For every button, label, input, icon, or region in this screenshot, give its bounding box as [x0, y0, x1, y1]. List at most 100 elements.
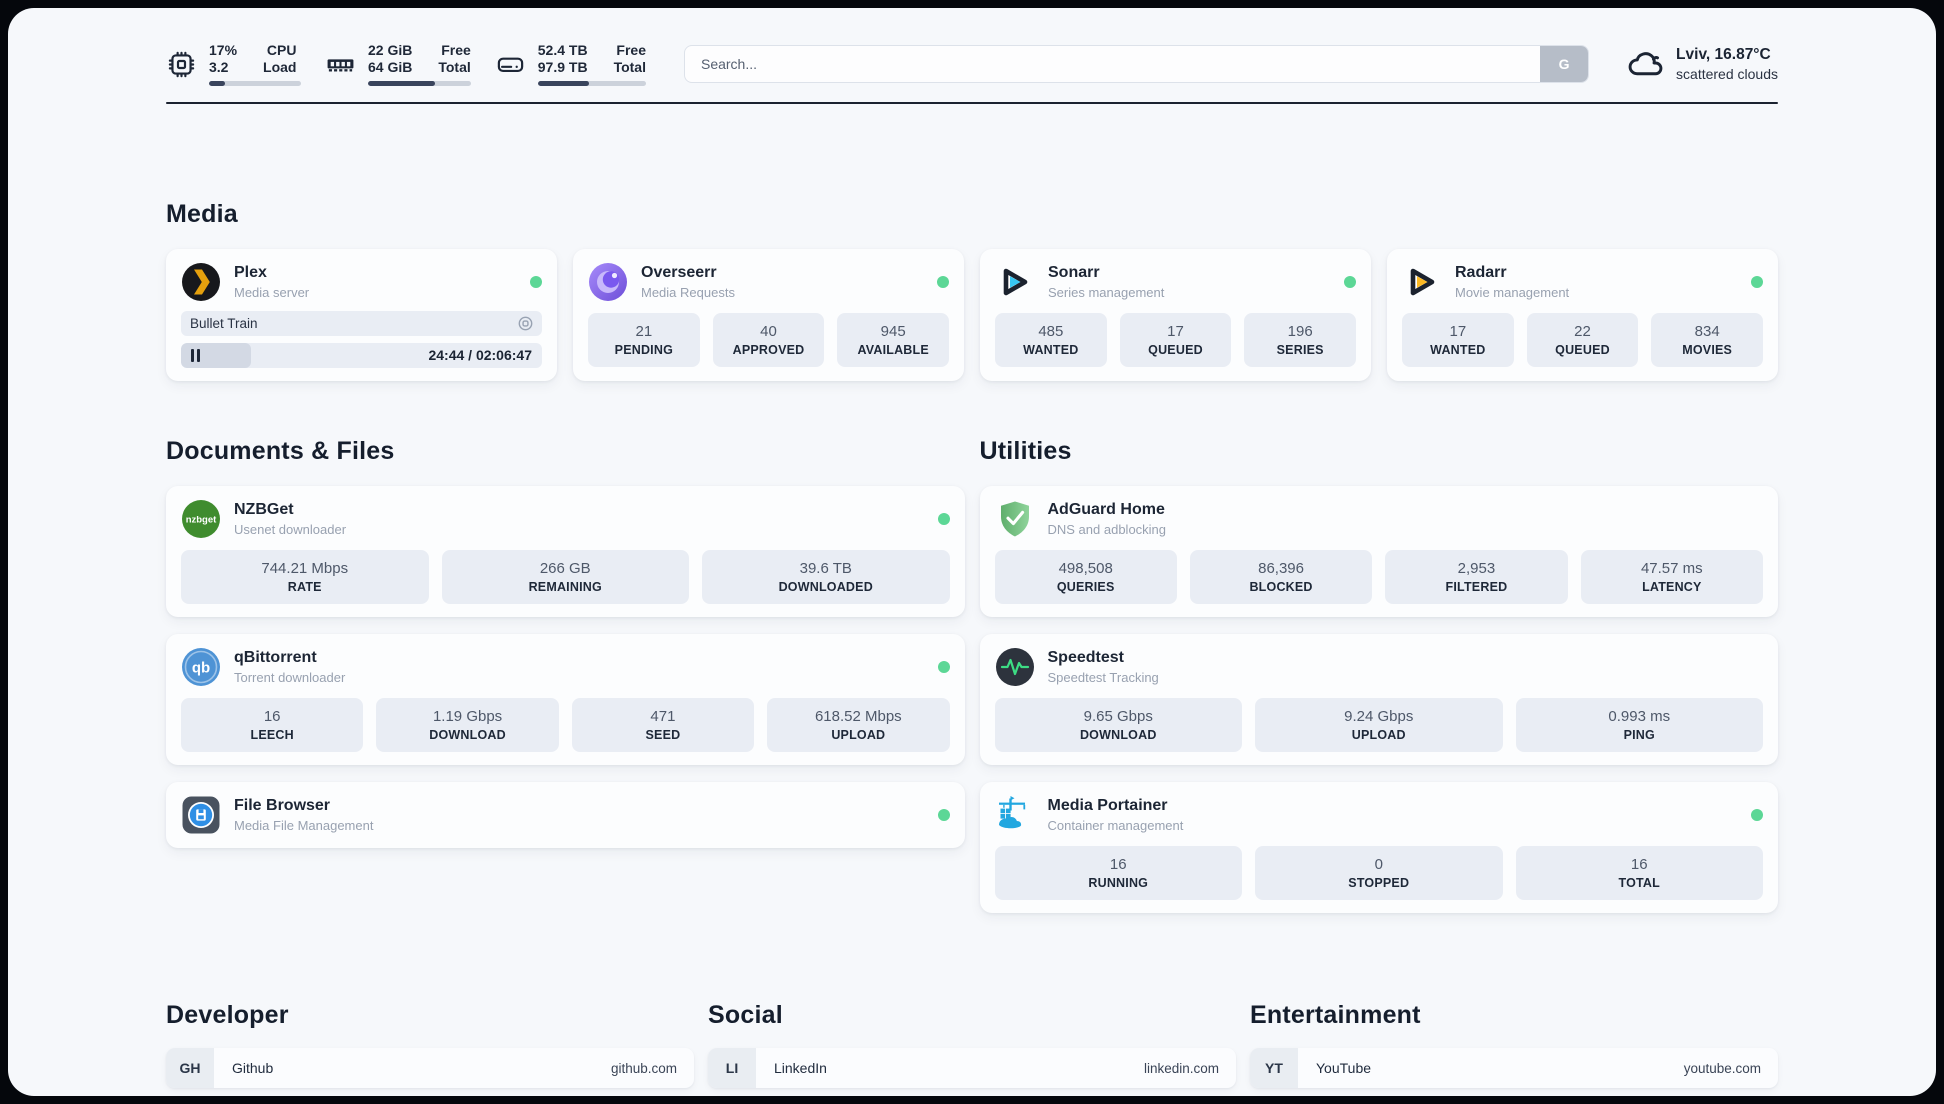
disk-monitor-widget: 52.4 TB 97.9 TB Free Total [495, 42, 646, 86]
status-dot [937, 809, 950, 821]
nzbget-icon: nzbget [181, 499, 221, 539]
stat-filtered: 2,953 FILTERED [1385, 550, 1568, 604]
links-section-developer: Developer GH Github github.com SO StackO… [166, 1001, 694, 1096]
stat-available: 945 AVAILABLE [837, 313, 950, 367]
cpu-icon [166, 49, 197, 80]
status-dot [1751, 809, 1763, 821]
playback-progress-bar: 24:44 / 02:06:47 [181, 343, 542, 368]
link-url: github.com [610, 1060, 677, 1076]
app-description: Series management [1048, 285, 1165, 300]
app-card-filebrowser[interactable]: File Browser Media File Management [166, 782, 965, 848]
app-name: Overseerr [641, 264, 717, 281]
link-name: YouTube [1316, 1060, 1372, 1076]
memory-free-value: 22 GiB [368, 42, 413, 58]
stat-download: 1.19 Gbps DOWNLOAD [376, 698, 559, 752]
session-info-icon[interactable] [518, 316, 533, 331]
now-playing-title: Bullet Train [190, 316, 258, 331]
status-dot [530, 276, 542, 288]
link-linkedin[interactable]: LI LinkedIn linkedin.com [708, 1048, 1236, 1088]
app-card-plex[interactable]: Plex Media server Bullet Train [166, 249, 557, 381]
svg-text:qb: qb [192, 660, 210, 677]
section-title-social: Social [708, 1001, 783, 1029]
link-abbr: LI [708, 1048, 756, 1088]
app-card-qbittorrent[interactable]: qb qBittorrent Torrent downloader 16 LEE… [166, 634, 965, 765]
stat-seed: 471 SEED [571, 698, 755, 752]
header-divider [166, 102, 1778, 104]
app-name: AdGuard Home [1047, 501, 1165, 518]
app-name: Radarr [1455, 264, 1507, 281]
stat-upload: 9.24 Gbps UPLOAD [1255, 698, 1503, 752]
search-engine-button[interactable]: G [1540, 46, 1589, 82]
app-name: qBittorrent [234, 649, 317, 666]
app-name: NZBGet [234, 501, 294, 518]
app-name: Media Portainer [1047, 797, 1168, 814]
memory-progress-bar [368, 81, 471, 86]
plex-icon [181, 262, 221, 302]
stat-upload: 618.52 Mbps UPLOAD [767, 698, 950, 752]
app-name: Plex [234, 264, 267, 281]
ram-icon [325, 49, 356, 80]
status-dot [937, 513, 950, 525]
link-abbr: GH [166, 1048, 214, 1088]
search-bar: G [683, 45, 1590, 83]
memory-total-value: 64 GiB [368, 59, 413, 75]
cloud-icon [1627, 46, 1664, 83]
filebrowser-icon [181, 795, 221, 835]
app-card-overseerr[interactable]: Overseerr Media Requests 21 PENDING 40 A… [573, 249, 964, 381]
disk-total-value: 97.9 TB [537, 59, 588, 75]
link-abbr: YT [1250, 1048, 1298, 1088]
stat-wanted: 17 WANTED [1402, 313, 1514, 367]
weather-widget: Lviv, 16.87°C scattered clouds [1627, 45, 1778, 83]
app-card-speedtest[interactable]: Speedtest Speedtest Tracking 9.65 Gbps D… [979, 634, 1778, 765]
radarr-icon [1402, 262, 1442, 302]
disk-free-label: Free [616, 42, 646, 58]
cpu-progress-bar [209, 81, 301, 86]
app-card-radarr[interactable]: Radarr Movie management 17 WANTED 22 QUE… [1387, 249, 1778, 381]
links-section-entertainment: Entertainment YT YouTube youtube.com NF … [1250, 1001, 1778, 1096]
weather-condition: scattered clouds [1676, 66, 1778, 82]
app-description: DNS and adblocking [1047, 522, 1167, 537]
stat-wanted: 485 WANTED [995, 313, 1107, 367]
stat-queued: 17 QUEUED [1119, 313, 1232, 367]
stat-movies: 834 MOVIES [1651, 313, 1764, 367]
now-playing-row: Bullet Train [181, 311, 542, 336]
link-youtube[interactable]: YT YouTube youtube.com [1250, 1048, 1778, 1088]
app-card-nzbget[interactable]: nzbget NZBGet Usenet downloader 744.21 M… [166, 486, 965, 617]
weather-location-temp: Lviv, 16.87°C [1676, 46, 1771, 63]
stat-pending: 21 PENDING [588, 313, 700, 367]
dashboard-page: 17% 3.2 CPU Load [8, 8, 1936, 1096]
status-dot [937, 661, 950, 673]
link-github[interactable]: GH Github github.com [166, 1048, 694, 1088]
stat-total: 16 TOTAL [1515, 846, 1763, 900]
stat-leech: 16 LEECH [181, 698, 364, 752]
pause-button[interactable] [191, 349, 200, 362]
cpu-usage-label: CPU [266, 42, 297, 58]
stat-rate: 744.21 Mbps RATE [181, 550, 429, 604]
overseerr-icon [588, 262, 628, 302]
cpu-load-value: 3.2 [209, 59, 229, 75]
sonarr-icon [995, 262, 1035, 302]
section-title-utilities: Utilities [979, 437, 1072, 465]
section-title-developer: Developer [166, 1001, 289, 1029]
stat-latency: 47.57 ms LATENCY [1580, 550, 1763, 604]
qbittorrent-icon: qb [181, 647, 221, 687]
cpu-usage-value: 17% [209, 42, 238, 58]
cpu-load-label: Load [263, 59, 297, 75]
stat-remaining: 266 GB REMAINING [441, 550, 689, 604]
app-description: Speedtest Tracking [1047, 670, 1159, 685]
search-input[interactable] [684, 46, 1541, 82]
stat-approved: 40 APPROVED [712, 313, 825, 367]
app-card-adguard[interactable]: AdGuard Home DNS and adblocking 498,508 … [979, 486, 1778, 617]
disk-progress-bar [537, 81, 646, 86]
links-section-social: Social LI LinkedIn linkedin.com TW Twitt… [708, 1001, 1236, 1096]
app-name: File Browser [234, 797, 331, 814]
app-description: Usenet downloader [234, 522, 347, 537]
stat-downloaded: 39.6 TB DOWNLOADED [702, 550, 950, 604]
app-card-sonarr[interactable]: Sonarr Series management 485 WANTED 17 Q… [980, 249, 1371, 381]
playback-time: 24:44 / 02:06:47 [428, 347, 532, 363]
app-card-portainer[interactable]: Media Portainer Container management 16 … [979, 782, 1778, 913]
top-bar: 17% 3.2 CPU Load [8, 8, 1936, 86]
memory-monitor-widget: 22 GiB 64 GiB Free Total [325, 42, 471, 86]
disk-icon [495, 49, 526, 80]
stat-running: 16 RUNNING [994, 846, 1242, 900]
